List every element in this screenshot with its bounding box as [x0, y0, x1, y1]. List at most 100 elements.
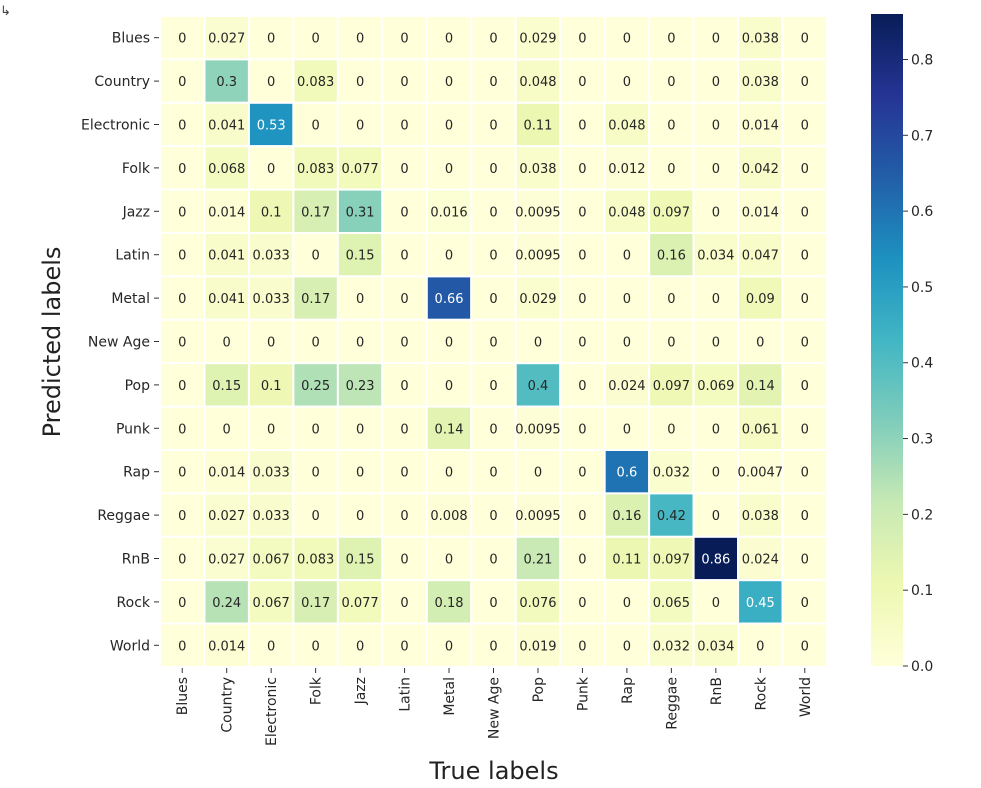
- heatmap-cell: [559, 622, 606, 668]
- cell-value-label: 0: [311, 249, 319, 264]
- heatmap-cell: [336, 188, 384, 235]
- heatmap-cell: [470, 275, 517, 321]
- cell-value-label: 0: [311, 32, 319, 47]
- cell-value-label: 0.18: [435, 596, 464, 611]
- heatmap-cell: [692, 622, 740, 668]
- heatmap-cell: [470, 188, 517, 235]
- cell-value-label: 0: [223, 422, 231, 437]
- cell-value-label: 0.047: [742, 249, 779, 264]
- heatmap-cell: [559, 362, 606, 408]
- cell-value-label: 0: [667, 32, 675, 47]
- cell-value-label: 0: [578, 553, 586, 568]
- heatmap-cell: [692, 492, 740, 538]
- cell-value-label: 0: [578, 336, 586, 351]
- heatmap-cell: [781, 232, 829, 278]
- heatmap-cell: [470, 535, 517, 582]
- x-tick-label: Jazz: [353, 677, 369, 705]
- cell-value-label: 0: [667, 119, 675, 134]
- cell-value-label: 0: [623, 75, 631, 90]
- cell-value-label: 0.019: [519, 639, 556, 654]
- cell-value-label: 0: [489, 379, 497, 394]
- cell-value-label: 0: [489, 553, 497, 568]
- heatmap-cell-labels: 0 0.027 0 0 0 0 0 0 0.029 0 0 0 0 0.038 0 0 0.3 0 0.083 0 0 0…: [178, 32, 809, 655]
- cell-value-label: 0: [445, 553, 453, 568]
- cell-value-label: 0: [578, 596, 586, 611]
- cell-value-label: 0: [356, 336, 364, 351]
- heatmap-cell: [336, 492, 384, 538]
- cell-value-label: 0: [489, 336, 497, 351]
- cell-value-label: 0.16: [612, 509, 641, 524]
- cell-value-label: 0: [311, 119, 319, 134]
- heatmap-cell: [203, 15, 250, 61]
- heatmap-cell: [336, 318, 384, 365]
- heatmap-cell: [292, 101, 339, 148]
- cell-value-label: 0: [712, 509, 720, 524]
- heatmap-cell: [425, 362, 473, 408]
- cell-value-label: 0.048: [608, 205, 645, 220]
- heatmap-cell: [247, 188, 295, 235]
- cell-value-label: 0.45: [746, 596, 775, 611]
- cell-value-label: 0: [756, 336, 764, 351]
- cell-value-label: 0: [667, 162, 675, 177]
- cell-value-label: 0: [178, 75, 186, 90]
- cell-value-label: 0: [445, 336, 453, 351]
- colorbar-tick-label: 0.8: [911, 52, 933, 68]
- heatmap-cell: [381, 492, 428, 538]
- heatmap-cell: [514, 449, 562, 495]
- cell-value-label: 0: [400, 596, 408, 611]
- cell-value-label: 0: [623, 336, 631, 351]
- x-tick-label: Pop: [531, 677, 547, 703]
- cell-value-label: 0: [400, 249, 408, 264]
- cell-value-label: 0: [578, 249, 586, 264]
- cell-value-label: 0.048: [519, 75, 556, 90]
- heatmap-cell: [692, 449, 740, 495]
- cell-value-label: 0.033: [253, 249, 290, 264]
- heatmap-cell: [292, 535, 339, 582]
- cell-value-label: 0.21: [523, 553, 552, 568]
- heatmap-cell: [292, 622, 339, 668]
- heatmap-cell: [425, 275, 473, 321]
- cell-value-label: 0.86: [701, 553, 730, 568]
- output-marker-glyph: ↳: [0, 4, 11, 19]
- y-tick-label: Punk: [116, 421, 151, 437]
- cell-value-label: 0.034: [697, 249, 734, 264]
- cell-value-label: 0.038: [742, 509, 779, 524]
- cell-value-label: 0: [712, 336, 720, 351]
- cell-value-label: 0: [400, 639, 408, 654]
- cell-value-label: 0: [578, 466, 586, 481]
- cell-value-label: 0: [801, 119, 809, 134]
- cell-value-label: 0: [445, 249, 453, 264]
- cell-value-label: 0: [801, 466, 809, 481]
- x-tick-label: Blues: [175, 677, 191, 715]
- cell-value-label: 0.25: [301, 379, 330, 394]
- x-tick-label: Latin: [398, 677, 414, 712]
- cell-value-label: 0: [489, 422, 497, 437]
- cell-value-label: 0: [801, 553, 809, 568]
- cell-value-label: 0.083: [297, 75, 334, 90]
- heatmap-cell: [692, 405, 740, 452]
- cell-value-label: 0: [356, 32, 364, 47]
- heatmap-cell: [336, 579, 384, 625]
- cell-value-label: 0.11: [612, 553, 641, 568]
- cell-value-label: 0.041: [208, 119, 245, 134]
- heatmap-cell: [737, 232, 784, 278]
- cell-value-label: 0.038: [742, 32, 779, 47]
- heatmap-cell: [203, 145, 250, 191]
- heatmap-cell: [603, 449, 651, 495]
- heatmap-cell: [603, 622, 651, 668]
- heatmap-cell: [425, 535, 473, 582]
- cell-value-label: 0.038: [519, 162, 556, 177]
- heatmap-cell: [648, 232, 695, 278]
- heatmap-cell: [336, 58, 384, 104]
- cell-value-label: 0.012: [608, 162, 645, 177]
- cell-value-label: 0: [311, 422, 319, 437]
- heatmap-cell: [381, 579, 428, 625]
- cell-value-label: 0.061: [742, 422, 779, 437]
- cell-value-label: 0: [178, 249, 186, 264]
- colorbar-tick-label: 0.4: [911, 356, 933, 372]
- heatmap-cell: [737, 579, 784, 625]
- cell-value-label: 0.032: [653, 466, 690, 481]
- x-axis-title: True labels: [428, 757, 558, 785]
- cell-value-label: 0: [801, 292, 809, 307]
- cell-value-label: 0.3: [216, 75, 237, 90]
